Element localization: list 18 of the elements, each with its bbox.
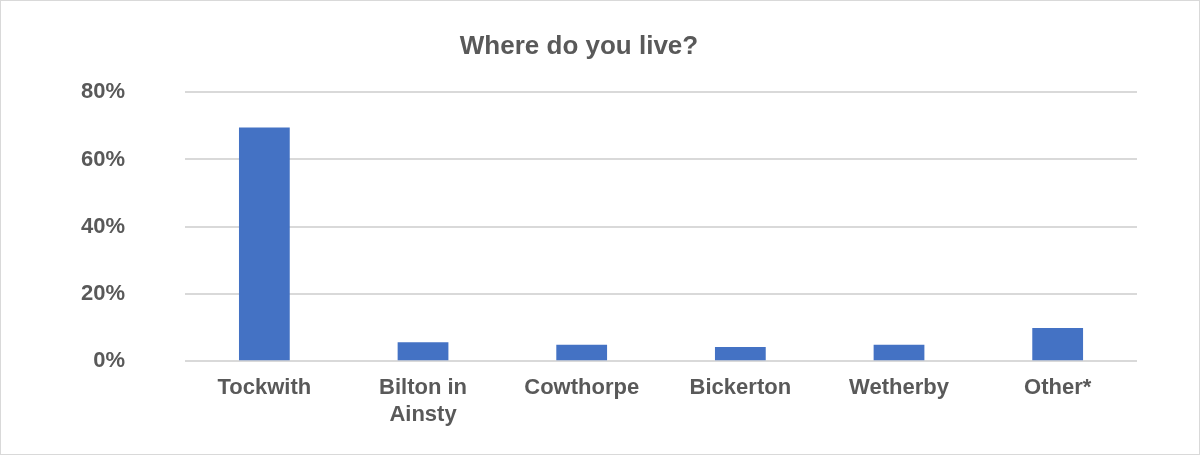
y-tick-label: 40% [80,212,126,238]
y-tick-label: 20% [80,280,126,306]
y-tick-label: 0% [93,347,126,373]
chart-title: Where do you live? [459,29,699,60]
bar [397,342,449,361]
y-tick-label: 60% [80,145,126,171]
x-tick-label: Bickerton [689,374,792,400]
x-tick-label: Bilton in Ainsty [379,374,468,426]
x-tick-label: Cowthorpe [524,374,640,400]
bar [556,344,608,361]
bar [873,344,925,361]
x-tick-label: Wetherby [849,374,950,400]
bar [1032,327,1084,361]
y-tick-label: 80% [80,78,126,104]
bar [238,127,290,361]
bar [714,347,766,361]
x-tick-label: Other* [1024,374,1092,400]
x-tick-label: Tockwith [217,374,312,400]
